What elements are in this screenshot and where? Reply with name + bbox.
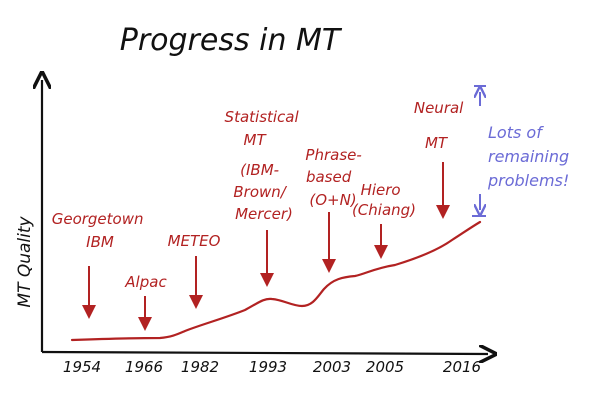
diagram-title: Progress in MT [120,23,343,58]
year-label: 1966 [125,358,163,376]
remaining-gap-indicator [472,85,486,217]
milestone-arrows [82,162,450,331]
milestone-labels: Georgetown IBM Alpac METEO Statistical M… [52,99,468,291]
year-label: 1954 [63,358,101,376]
quality-curve [70,220,482,342]
statistical-label: Statistical MT (IBM- Brown/ Mercer) [225,108,304,223]
year-label: 2005 [366,358,404,376]
year-label: 2003 [313,358,351,376]
year-labels: 1954 1966 1982 1993 2003 2005 2016 [63,358,481,376]
hiero-label: Hiero (Chiang) [352,181,416,219]
year-label: 1993 [249,358,287,376]
remaining-problems-note: Lots of remaining problems! [487,123,574,190]
x-axis [41,352,488,354]
y-axis-label: MT Quality [15,215,35,307]
year-label: 2016 [443,358,481,376]
phrase-label: Phrase- based (O+N) [305,146,366,209]
alpac-label: Alpac [124,273,167,291]
georgetown-label: Georgetown IBM [52,210,149,251]
neural-label: Neural MT [414,99,468,152]
year-label: 1982 [181,358,219,376]
meteo-label: METEO [168,232,221,250]
